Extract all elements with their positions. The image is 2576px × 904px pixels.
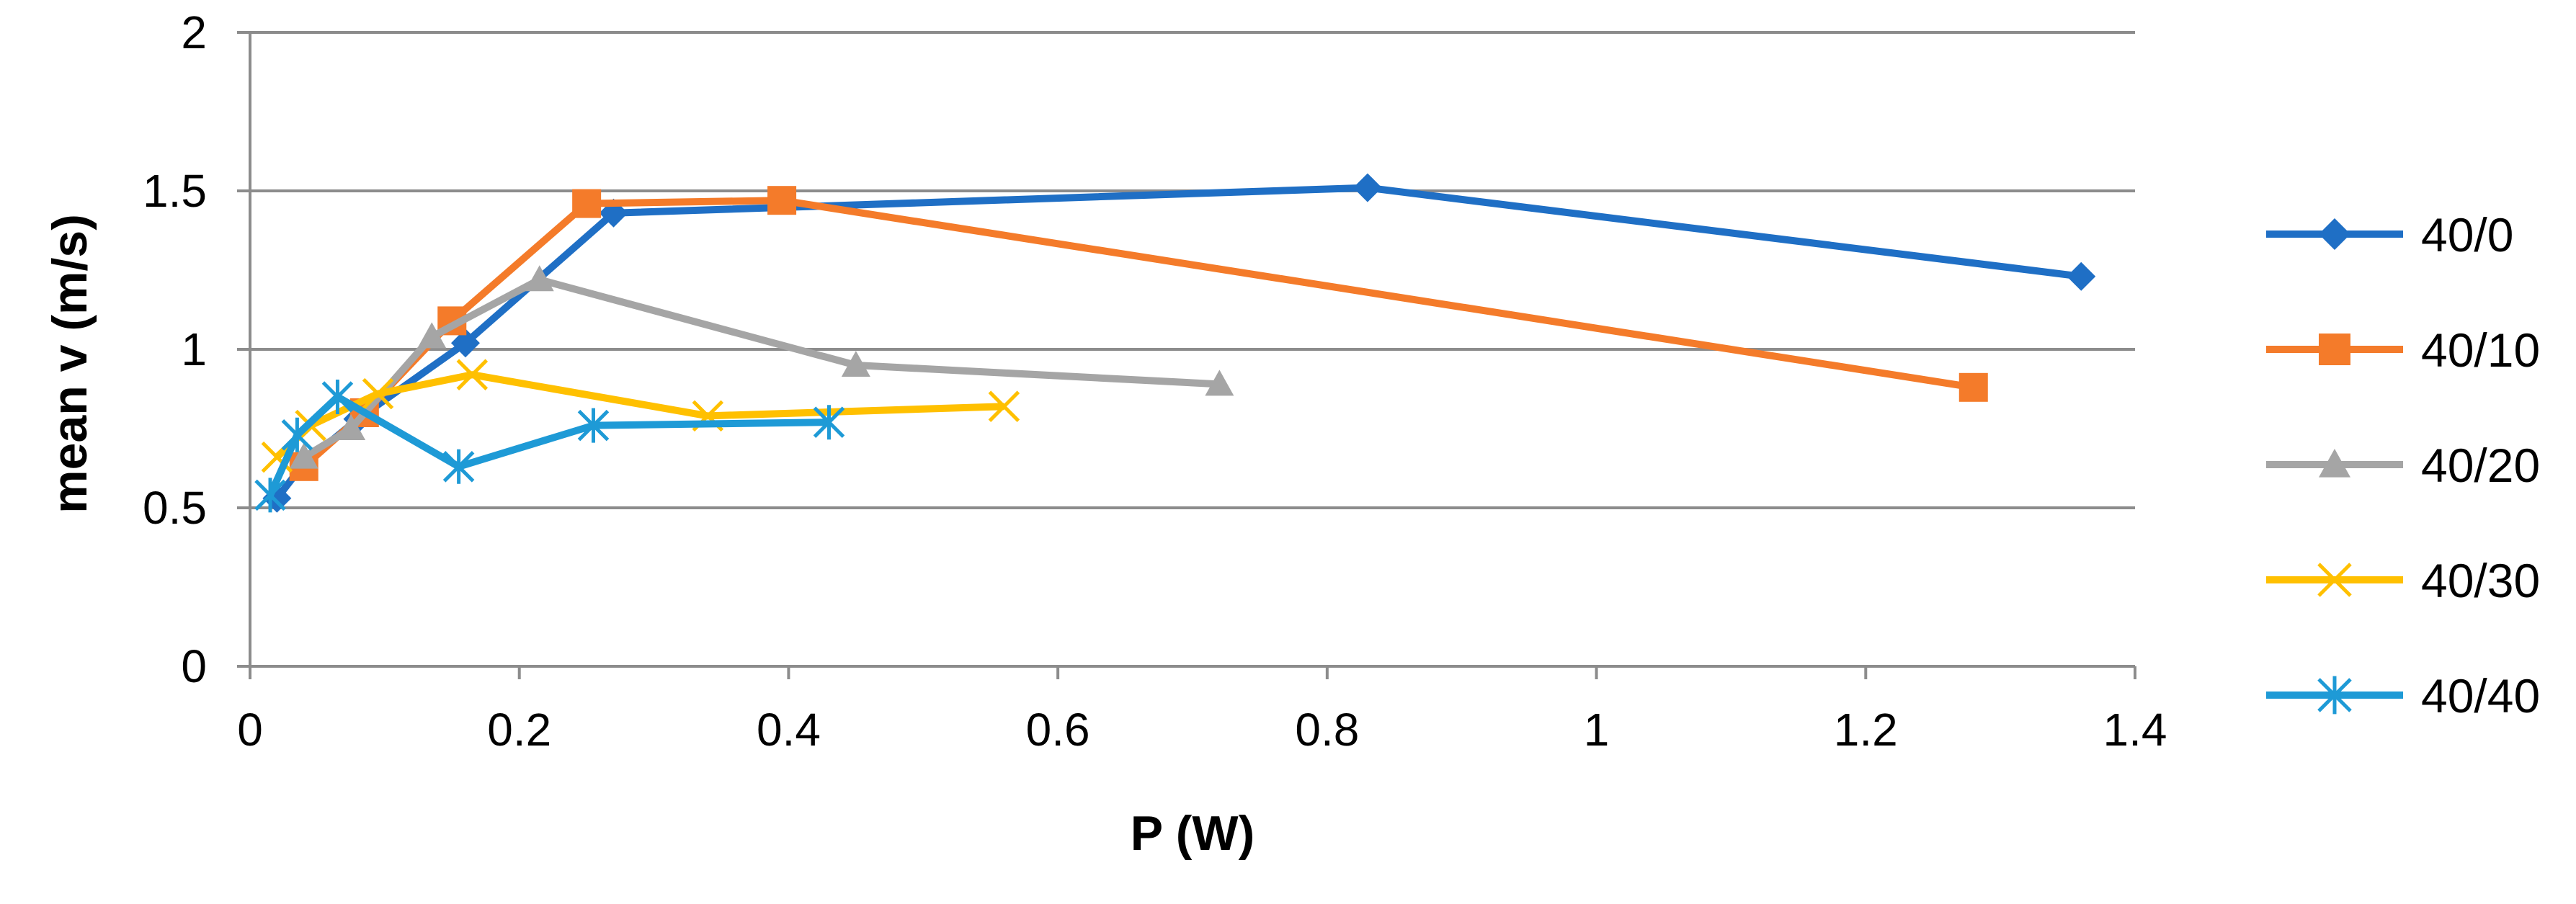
- square-marker-shape: [572, 189, 602, 218]
- x-tick-label: 0.6: [1026, 704, 1090, 756]
- legend-item: 40/10: [2266, 323, 2540, 377]
- data-point: [417, 322, 447, 349]
- data-point: [289, 442, 318, 469]
- data-point: [1958, 372, 1988, 402]
- data-point: [321, 380, 354, 414]
- data-point: [281, 417, 313, 452]
- legend-label: 40/0: [2421, 208, 2513, 261]
- series-line: [301, 197, 1974, 470]
- legend-label: 40/30: [2421, 554, 2540, 607]
- series-line: [267, 393, 829, 497]
- square-marker-shape: [1958, 372, 1988, 402]
- legend-label: 40/10: [2421, 323, 2540, 377]
- x-axis-title: P (W): [1131, 806, 1255, 861]
- legend-item: 40/0: [2266, 208, 2513, 261]
- square-marker-shape: [767, 186, 797, 215]
- data-point: [572, 189, 602, 218]
- data-point: [362, 377, 394, 410]
- x-marker-stroke: [362, 377, 394, 410]
- legend-marker: [2319, 334, 2350, 365]
- x-tick-label: 0.4: [757, 704, 821, 756]
- series-40-0: [262, 173, 2096, 513]
- triangle-marker-shape: [289, 442, 318, 469]
- diamond-marker-shape: [2319, 218, 2350, 250]
- data-point: [767, 186, 797, 215]
- x-tick-label: 1: [1584, 704, 1610, 756]
- diamond-marker-shape: [2067, 261, 2096, 291]
- y-tick-label: 2: [181, 6, 207, 58]
- y-axis-title: mean v (m/s): [43, 214, 97, 514]
- x-marker-stroke: [988, 390, 1020, 422]
- x-tick-label: 0: [237, 704, 263, 756]
- square-marker-shape: [2319, 334, 2350, 365]
- x-tick-label: 1.2: [1834, 704, 1898, 756]
- data-point: [456, 359, 489, 390]
- legend-item: 40/20: [2266, 439, 2540, 492]
- x-tick-label: 0.2: [487, 704, 551, 756]
- data-point: [337, 414, 366, 440]
- data-point: [254, 478, 286, 513]
- triangle-marker-shape: [2319, 449, 2350, 478]
- legend-marker: [2317, 563, 2352, 597]
- data-point: [450, 328, 480, 358]
- x-tick-label: 0.8: [1295, 704, 1359, 756]
- series-40-40: [254, 380, 845, 513]
- triangle-marker-shape: [525, 265, 554, 292]
- y-tick-label: 0.5: [143, 482, 207, 534]
- data-point: [442, 449, 475, 484]
- x-tick-label: 1.4: [2103, 704, 2167, 756]
- data-point: [1352, 173, 1382, 202]
- data-point: [813, 405, 845, 440]
- data-point: [577, 408, 610, 443]
- series-line: [302, 276, 1220, 460]
- legend-label: 40/40: [2421, 669, 2540, 722]
- triangle-marker-shape: [417, 322, 447, 349]
- diamond-marker-shape: [450, 328, 480, 358]
- legend-marker: [2319, 449, 2350, 478]
- data-point: [841, 351, 870, 377]
- y-tick-label: 1.5: [143, 165, 207, 217]
- legend-item: 40/30: [2266, 554, 2540, 607]
- series: [254, 173, 2096, 513]
- legend-label: 40/20: [2421, 439, 2540, 492]
- legend-marker: [2319, 218, 2350, 250]
- legend-marker: [2317, 676, 2352, 715]
- legend-item: 40/40: [2266, 669, 2540, 722]
- data-point: [988, 390, 1020, 422]
- triangle-marker-shape: [841, 351, 870, 377]
- x-marker-stroke: [2317, 563, 2352, 597]
- data-point: [1205, 370, 1234, 396]
- gridlines: [250, 31, 2135, 509]
- series-40-20: [289, 265, 1234, 469]
- y-tick-label: 1: [181, 323, 207, 375]
- axes: 0 0.5 1 1.5 2 0 0.2 0.4 0.6 0.8 1 1.2 1.4: [143, 6, 2167, 756]
- triangle-marker-shape: [1205, 370, 1234, 396]
- y-tick-label: 0: [181, 640, 207, 692]
- diamond-marker-shape: [1352, 173, 1382, 202]
- data-point: [525, 265, 554, 292]
- data-point: [2067, 261, 2096, 291]
- triangle-marker-shape: [337, 414, 366, 440]
- legend: 40/0 40/10 40/20 40/30 40/40: [2266, 208, 2540, 722]
- x-marker-stroke: [456, 359, 489, 390]
